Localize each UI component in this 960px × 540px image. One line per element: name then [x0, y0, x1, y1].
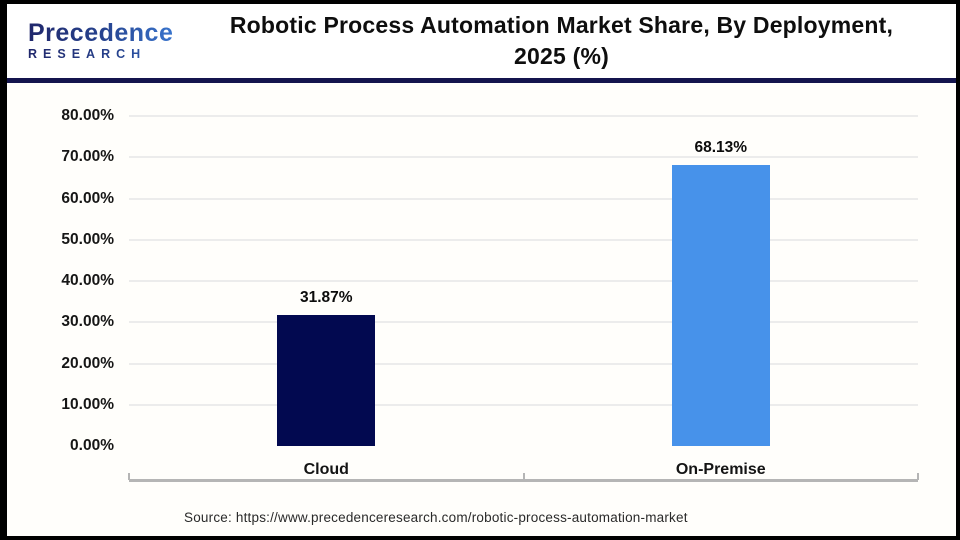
logo-subtitle: RESEARCH	[28, 46, 197, 62]
gridline-20.00%	[129, 362, 918, 365]
x-axis-tick	[128, 473, 130, 480]
gridline-60.00%	[129, 197, 918, 200]
chart-title-line2: 2025 (%)	[514, 43, 609, 69]
bar-value-label: 68.13%	[694, 138, 748, 156]
bar-cloud	[277, 314, 376, 446]
source-note: Source: https://www.precedenceresearch.c…	[184, 510, 688, 525]
y-axis-tick-label: 40.00%	[61, 272, 114, 289]
gridline-10.00%	[129, 403, 918, 406]
logo-wordmark: Precedence	[28, 20, 197, 46]
y-axis-tick-label: 80.00%	[61, 107, 114, 124]
y-axis-tick-label: 70.00%	[61, 148, 114, 166]
y-axis-tick-label: 50.00%	[61, 230, 114, 248]
chart-area: 31.87% 68.13% Source: https://www.precede…	[7, 83, 956, 531]
gridline-40.00%	[129, 280, 918, 282]
x-axis-category-label: Cloud	[303, 461, 349, 478]
y-axis-tick-label: 30.00%	[61, 313, 114, 331]
chart-title-line1: Robotic Process Automation Market Share,…	[229, 12, 894, 38]
precedence-research-logo: Precedence RESEARCH	[7, 20, 197, 62]
x-axis-tick	[522, 473, 525, 480]
gridline-30.00%	[129, 321, 918, 324]
chart-title: Robotic Process Automation Market Share,…	[197, 10, 926, 72]
plot-region: 31.87% 68.13%	[128, 115, 919, 482]
gridline-70.00%	[129, 156, 918, 159]
x-axis-tick	[917, 473, 919, 480]
bar-on-premise	[671, 164, 770, 446]
x-axis-line	[129, 479, 918, 482]
y-axis-tick-label: 60.00%	[61, 189, 114, 207]
y-axis-tick-label: 0.00%	[70, 437, 114, 454]
gridline-50.00%	[129, 238, 918, 241]
bar-value-label: 31.87%	[299, 288, 353, 306]
x-axis-category-label: On-Premise	[675, 461, 766, 478]
header: Precedence RESEARCH Robotic Process Auto…	[7, 4, 956, 83]
y-axis-tick-label: 10.00%	[61, 395, 114, 413]
gridline-80.00%	[129, 115, 918, 117]
y-axis-tick-label: 20.00%	[61, 354, 114, 372]
